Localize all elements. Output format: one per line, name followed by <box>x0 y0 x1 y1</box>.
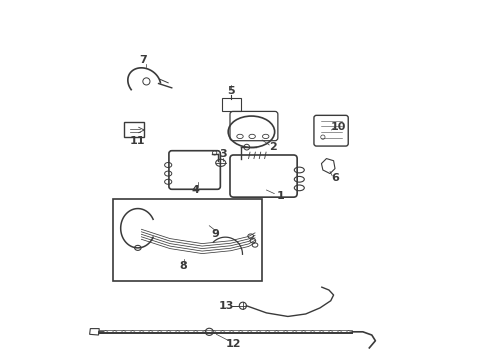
Text: 3: 3 <box>219 149 227 159</box>
Text: 2: 2 <box>269 142 277 152</box>
Text: 12: 12 <box>226 339 241 348</box>
Text: 4: 4 <box>192 185 199 195</box>
Text: 10: 10 <box>331 122 346 132</box>
Text: 1: 1 <box>277 191 285 201</box>
Text: 6: 6 <box>331 173 339 183</box>
Text: 13: 13 <box>219 301 234 311</box>
Text: 11: 11 <box>129 136 145 146</box>
Text: 7: 7 <box>139 55 147 65</box>
Text: 5: 5 <box>228 86 235 96</box>
Text: 9: 9 <box>212 229 220 239</box>
Text: 8: 8 <box>180 261 188 271</box>
